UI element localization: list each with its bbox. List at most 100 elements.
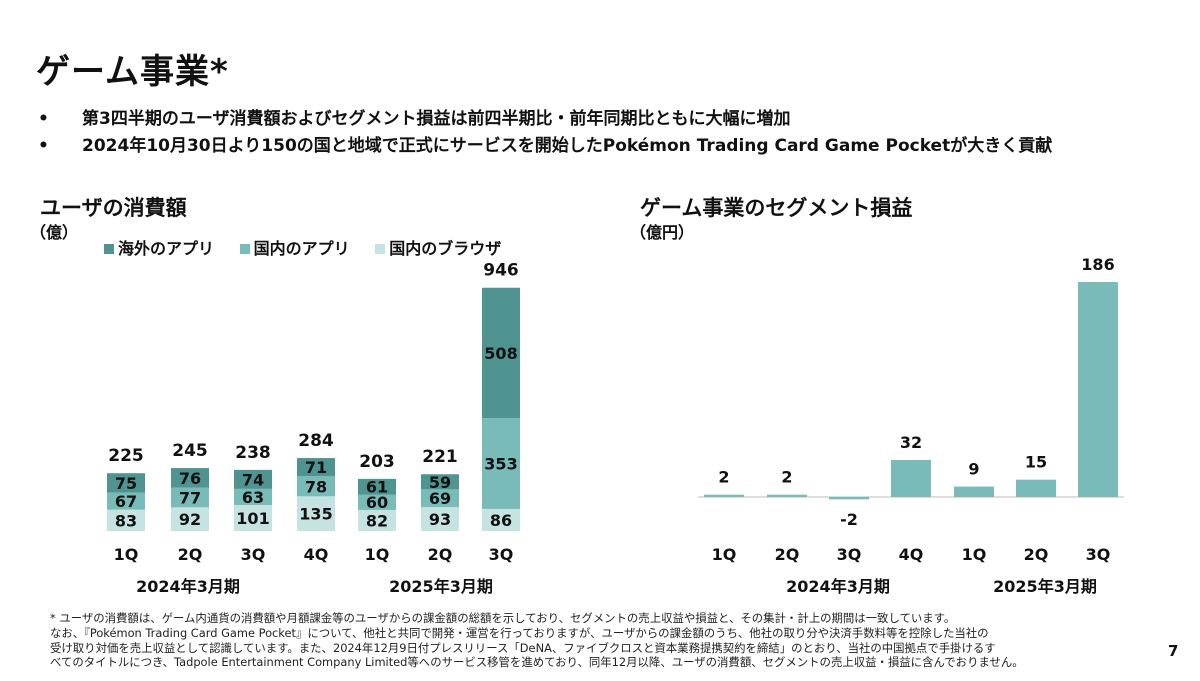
x-tick-label: 2Q <box>775 545 800 564</box>
x-tick-label: 1Q <box>365 545 390 564</box>
right-chart-title: ゲーム事業のセグメント損益 <box>640 196 913 220</box>
value-label: 2 <box>781 468 792 487</box>
legend-swatch <box>375 244 386 254</box>
value-label: 186 <box>1081 255 1114 274</box>
period-label: 2025年3月期 <box>389 577 493 596</box>
bar <box>1016 479 1056 497</box>
value-label: 32 <box>900 433 922 452</box>
total-label: 245 <box>172 441 208 461</box>
segment-label: 101 <box>236 509 269 528</box>
x-tick-label: 3Q <box>489 545 514 564</box>
legend-swatch <box>104 244 114 254</box>
page-number: 7 <box>1168 642 1179 660</box>
segment-label: 86 <box>490 511 512 530</box>
bar <box>704 494 744 497</box>
x-tick-label: 1Q <box>962 545 987 564</box>
bar-segment <box>358 509 396 531</box>
segment-label: 508 <box>484 344 517 363</box>
segment-label: 76 <box>179 469 201 488</box>
legend-item-overseas-app: 海外のアプリ <box>104 239 214 258</box>
x-tick-label: 1Q <box>114 545 139 564</box>
segment-label: 71 <box>305 458 327 477</box>
bar-segment <box>482 418 520 509</box>
footnote-line: なお、『Pokémon Trading Card Game Pocket』につい… <box>50 625 989 640</box>
legend-item-domestic-app: 国内のアプリ <box>239 239 350 258</box>
legend-item-domestic-browser: 国内のブラウザ <box>375 239 501 258</box>
left-chart-title: ユーザの消費額 <box>40 196 187 220</box>
bar-segment <box>421 507 459 531</box>
segment-label: 353 <box>484 455 517 474</box>
value-label: -2 <box>840 510 858 529</box>
bullet-2: • 2024年10月30日より150の国と地域で正式にサービスを開始したPokém… <box>38 131 1052 156</box>
period-label: 2025年3月期 <box>993 577 1097 596</box>
bar <box>891 460 931 497</box>
bullet-1: • 第3四半期のユーザ消費額およびセグメント損益は前四半期比・前年同期比ともに大幅… <box>38 104 791 129</box>
bar <box>767 494 807 497</box>
bar-segment <box>171 507 209 531</box>
footnote: * ユーザの消費額は、ゲーム内通貨の消費額や月額課金等のユーザからの課金額の総額… <box>50 611 1024 670</box>
bar-segment <box>107 509 145 531</box>
bar-segment <box>297 496 335 531</box>
bar-segment <box>421 489 459 508</box>
segment-label: 135 <box>299 505 332 524</box>
right-chart-unit: （億円） <box>630 223 695 242</box>
segment-label: 83 <box>115 511 137 530</box>
footnote-line: べてのタイトルにつき、Tadpole Entertainment Company… <box>50 655 1024 670</box>
value-label: 2 <box>718 468 729 487</box>
bar-segment <box>234 469 272 489</box>
x-tick-label: 2Q <box>178 545 203 564</box>
total-label: 946 <box>483 261 519 281</box>
footnote-line: 受け取り対価を売上収益として認識しています。また、2024年12月9日付プレスリ… <box>50 640 996 655</box>
segment-label: 59 <box>429 473 451 492</box>
value-label: 15 <box>1025 453 1047 472</box>
bar <box>1078 282 1118 497</box>
x-tick-label: 1Q <box>712 545 737 564</box>
bar-segment <box>297 476 335 497</box>
bullet-dot: • <box>38 136 49 156</box>
bar-segment <box>482 287 520 419</box>
x-tick-label: 2Q <box>1024 545 1049 564</box>
left-chart-unit: （億） <box>30 223 79 242</box>
segment-label: 92 <box>179 510 201 529</box>
value-label: 9 <box>968 460 979 479</box>
bar-segment <box>358 478 396 495</box>
bar-segment <box>421 474 459 490</box>
bar-segment <box>171 468 209 488</box>
bar-segment <box>297 458 335 477</box>
legend: 海外のアプリ 国内のアプリ 国内のブラウザ <box>104 235 521 259</box>
bar <box>954 486 994 497</box>
segment-label: 74 <box>242 470 264 489</box>
legend-label: 海外のアプリ <box>118 239 215 258</box>
footnote-line: * ユーザの消費額は、ゲーム内通貨の消費額や月額課金等のユーザからの課金額の総額… <box>50 611 956 625</box>
segment-label: 61 <box>366 478 388 497</box>
segment-label: 78 <box>305 477 327 496</box>
segment-label: 75 <box>115 474 137 493</box>
total-label: 284 <box>298 431 334 451</box>
x-tick-label: 2Q <box>428 545 453 564</box>
segment-label: 69 <box>429 489 451 508</box>
segment-label: 77 <box>179 488 201 507</box>
bullet-text: 2024年10月30日より150の国と地域で正式にサービスを開始したPokémo… <box>82 136 1053 156</box>
bullet-dot: • <box>38 109 49 129</box>
total-label: 203 <box>359 452 395 472</box>
x-tick-label: 3Q <box>241 545 266 564</box>
total-label: 225 <box>108 446 144 466</box>
bar-segment <box>234 505 272 531</box>
segment-label: 63 <box>242 488 264 507</box>
segment-label: 67 <box>115 492 137 511</box>
page-title: ゲーム事業* <box>36 52 229 92</box>
total-label: 221 <box>422 447 458 467</box>
segment-label: 60 <box>366 493 388 512</box>
bar <box>829 497 869 500</box>
legend-swatch <box>239 244 250 254</box>
total-label: 238 <box>235 443 271 463</box>
bar-segment <box>358 494 396 510</box>
legend-label: 国内のブラウザ <box>389 239 502 258</box>
legend-label: 国内のアプリ <box>253 239 350 258</box>
x-tick-label: 4Q <box>899 545 924 564</box>
period-label: 2024年3月期 <box>136 577 240 596</box>
x-tick-label: 3Q <box>837 545 862 564</box>
segment-label: 93 <box>429 510 451 529</box>
x-tick-label: 3Q <box>1086 545 1111 564</box>
